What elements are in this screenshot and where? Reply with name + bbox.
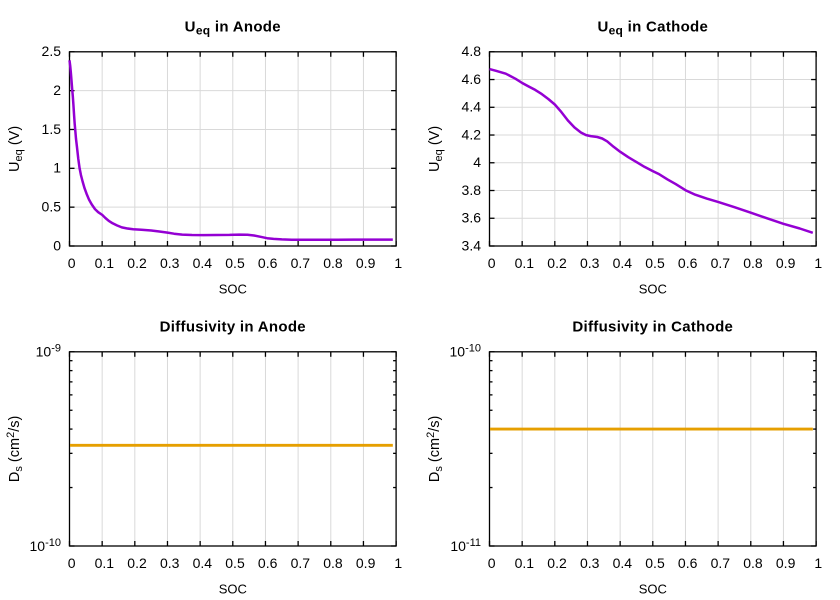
svg-text:0.4: 0.4	[613, 255, 633, 271]
svg-text:SOC: SOC	[219, 582, 247, 597]
svg-text:3.6: 3.6	[462, 210, 482, 226]
svg-text:0.5: 0.5	[42, 199, 62, 215]
svg-text:0: 0	[68, 255, 76, 271]
svg-text:0.7: 0.7	[291, 255, 311, 271]
svg-text:0.8: 0.8	[743, 555, 763, 571]
svg-text:0: 0	[68, 555, 76, 571]
svg-text:0.5: 0.5	[225, 555, 245, 571]
svg-text:0.2: 0.2	[127, 255, 147, 271]
svg-text:0.1: 0.1	[515, 555, 535, 571]
svg-text:0.7: 0.7	[291, 555, 311, 571]
svg-text:0.9: 0.9	[776, 555, 796, 571]
svg-text:Ueq​ in Anode: Ueq​ in Anode	[185, 18, 281, 37]
svg-text:0.3: 0.3	[160, 555, 180, 571]
svg-text:1: 1	[53, 160, 61, 176]
svg-text:Ueq​ in Cathode: Ueq​ in Cathode	[597, 18, 708, 37]
svg-text:0.2: 0.2	[547, 255, 567, 271]
svg-text:SOC: SOC	[639, 282, 667, 297]
svg-text:0.7: 0.7	[711, 555, 731, 571]
svg-text:0.3: 0.3	[580, 555, 600, 571]
svg-text:0.2: 0.2	[547, 555, 567, 571]
svg-text:0.1: 0.1	[95, 255, 115, 271]
svg-text:1.5: 1.5	[42, 121, 62, 137]
svg-text:2.5: 2.5	[42, 43, 62, 59]
svg-text:4.2: 4.2	[462, 126, 482, 142]
svg-text:0.8: 0.8	[323, 555, 343, 571]
svg-text:1: 1	[394, 255, 402, 271]
svg-text:0.8: 0.8	[743, 255, 763, 271]
svg-text:1: 1	[814, 555, 822, 571]
svg-text:Ueq​ (V): Ueq​ (V)	[427, 126, 445, 172]
svg-text:0.5: 0.5	[645, 555, 665, 571]
svg-text:1: 1	[814, 255, 822, 271]
svg-text:0.1: 0.1	[95, 555, 115, 571]
svg-text:Ds​ (cm2​/s): Ds​ (cm2​/s)	[425, 416, 445, 482]
svg-text:Ueq​ (V): Ueq​ (V)	[7, 126, 25, 172]
svg-text:4.6: 4.6	[462, 71, 482, 87]
svg-text:0.3: 0.3	[160, 255, 180, 271]
svg-text:0.5: 0.5	[225, 255, 245, 271]
svg-text:4: 4	[473, 154, 481, 170]
svg-text:SOC: SOC	[219, 282, 247, 297]
svg-text:0.4: 0.4	[613, 555, 633, 571]
svg-text:0: 0	[488, 255, 496, 271]
svg-text:0.6: 0.6	[678, 255, 698, 271]
svg-text:0.7: 0.7	[711, 255, 731, 271]
svg-text:3.4: 3.4	[462, 237, 482, 253]
svg-text:Diffusivity in Cathode: Diffusivity in Cathode	[572, 318, 733, 335]
svg-text:0.5: 0.5	[645, 255, 665, 271]
svg-text:Ds​ (cm2​/s): Ds​ (cm2​/s)	[5, 416, 25, 482]
svg-text:0.9: 0.9	[356, 555, 376, 571]
svg-text:SOC: SOC	[639, 582, 667, 597]
svg-text:0.6: 0.6	[678, 555, 698, 571]
svg-text:0.4: 0.4	[193, 255, 213, 271]
svg-text:0.2: 0.2	[127, 555, 147, 571]
svg-text:0.1: 0.1	[515, 255, 535, 271]
svg-text:0.6: 0.6	[258, 255, 278, 271]
svg-text:0.6: 0.6	[258, 555, 278, 571]
svg-text:2: 2	[53, 82, 61, 98]
svg-text:Diffusivity in Anode: Diffusivity in Anode	[160, 318, 306, 335]
svg-text:0.8: 0.8	[323, 255, 343, 271]
svg-text:0.9: 0.9	[776, 255, 796, 271]
svg-text:3.8: 3.8	[462, 182, 482, 198]
svg-text:4.8: 4.8	[462, 43, 482, 59]
svg-text:0.3: 0.3	[580, 255, 600, 271]
svg-text:0.9: 0.9	[356, 255, 376, 271]
svg-text:0: 0	[488, 555, 496, 571]
svg-text:4.4: 4.4	[462, 99, 482, 115]
svg-text:0: 0	[53, 237, 61, 253]
svg-text:1: 1	[394, 555, 402, 571]
svg-text:0.4: 0.4	[193, 555, 213, 571]
